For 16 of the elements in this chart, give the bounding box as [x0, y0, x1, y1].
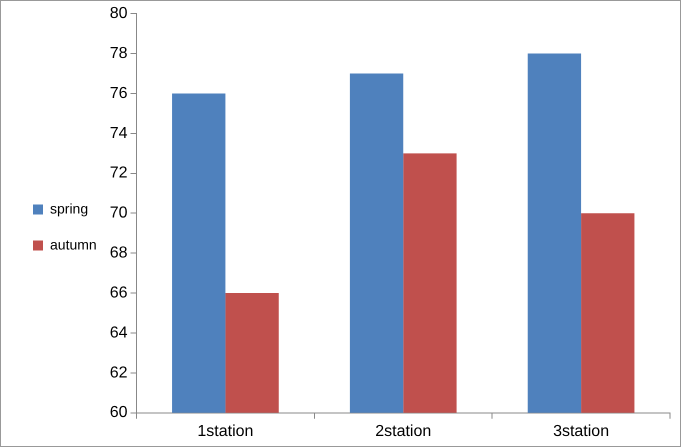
x-tick-label: 1station: [197, 422, 254, 440]
y-tick-label: 70: [110, 204, 128, 222]
x-tick-label: 2station: [375, 422, 432, 440]
y-tick-label: 64: [110, 324, 128, 342]
legend-label: spring: [50, 200, 88, 216]
y-tick-label: 76: [110, 84, 128, 102]
y-tick-label: 62: [110, 364, 128, 382]
x-tick-label: 3station: [553, 422, 610, 440]
y-tick-label: 74: [110, 124, 128, 142]
legend-label: autumn: [50, 236, 97, 252]
y-tick-label: 68: [110, 244, 128, 262]
y-tick-label: 60: [110, 404, 128, 422]
y-tick-label: 66: [110, 284, 128, 302]
y-tick-label: 78: [110, 44, 128, 62]
y-tick-label: 72: [110, 164, 128, 182]
y-tick-label: 80: [110, 5, 128, 22]
